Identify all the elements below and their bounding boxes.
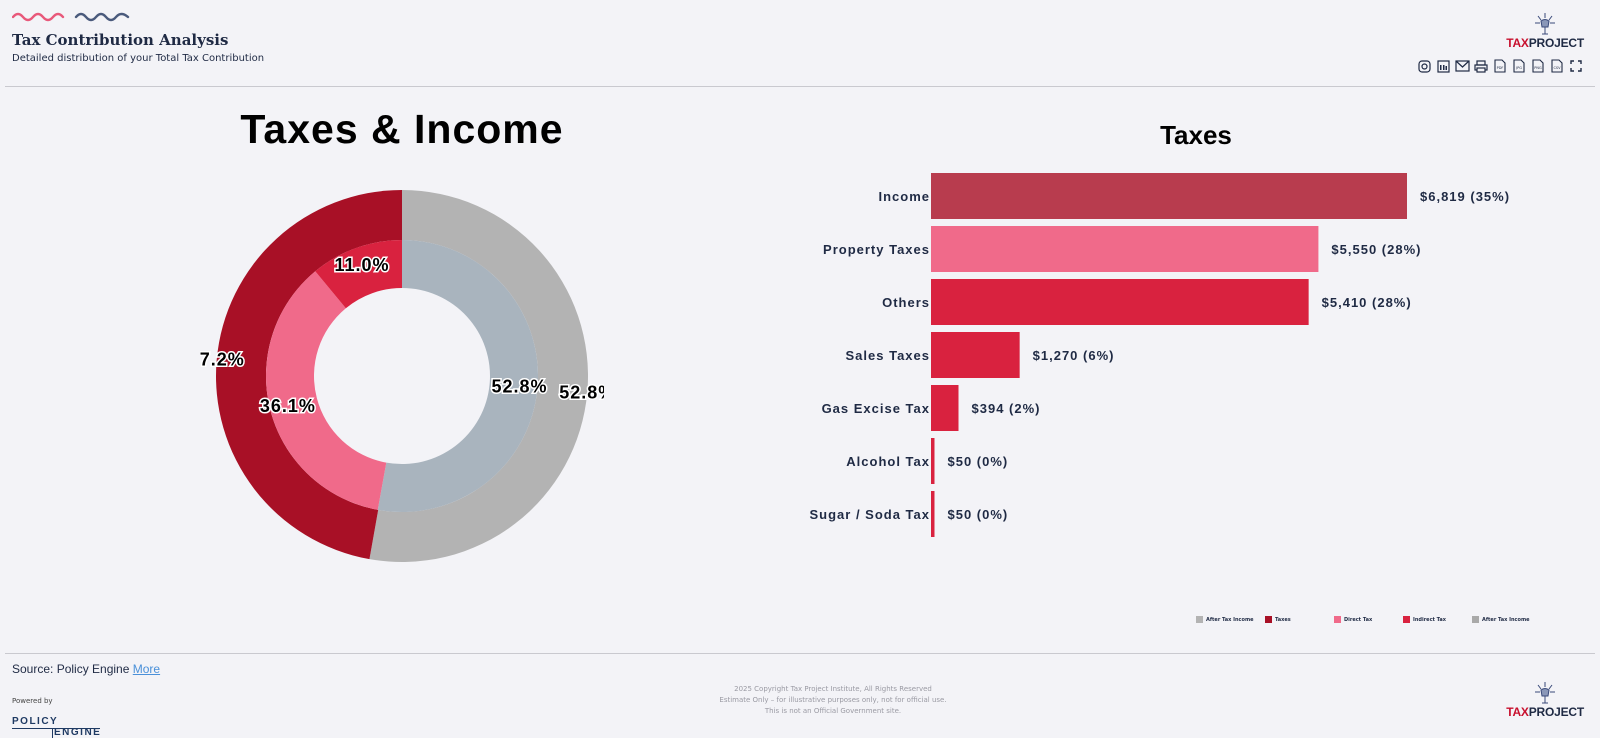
- csv-icon[interactable]: CSV: [1549, 58, 1565, 74]
- legend-swatch: [1196, 616, 1203, 623]
- jpeg-icon[interactable]: JPG: [1511, 58, 1527, 74]
- bar-others[interactable]: [931, 279, 1309, 325]
- header-divider: [5, 86, 1595, 87]
- bar-category-label-alcohol-tax: Alcohol Tax: [846, 454, 930, 469]
- legend-label: Indirect Tax: [1413, 616, 1447, 623]
- legend-item-indirect-tax[interactable]: Indirect Tax: [1403, 616, 1472, 623]
- legend-label: Taxes: [1275, 616, 1291, 623]
- svg-text:PDF: PDF: [1497, 66, 1504, 70]
- bar-value-label-others: $5,410 (28%): [1322, 295, 1412, 310]
- legend-item-direct-tax[interactable]: Direct Tax: [1334, 616, 1403, 623]
- donut-label-outer-taxes: 47.2%: [200, 350, 245, 370]
- bar-category-label-gas-excise-tax: Gas Excise Tax: [822, 401, 930, 416]
- policy-engine-logo[interactable]: POLICY ENGINE: [12, 716, 102, 738]
- bar-income[interactable]: [931, 173, 1407, 219]
- donut-slice-inner-direct-tax[interactable]: [266, 271, 387, 510]
- tax-project-logo[interactable]: TAXPROJECT: [1506, 12, 1584, 50]
- copyright-line: 2025 Copyright Tax Project Institute, Al…: [734, 685, 932, 693]
- bar-value-label-gas-excise-tax: $394 (2%): [972, 401, 1041, 416]
- legend-item-taxes[interactable]: Taxes: [1265, 616, 1334, 623]
- bar-sales-taxes[interactable]: [931, 332, 1020, 378]
- legend-swatch: [1403, 616, 1410, 623]
- donut-label-inner-direct-tax: 36.1%: [260, 396, 316, 416]
- png-icon[interactable]: PNG: [1530, 58, 1546, 74]
- bar-value-label-sales-taxes: $1,270 (6%): [1033, 348, 1115, 363]
- bar-value-label-alcohol-tax: $50 (0%): [947, 454, 1008, 469]
- bar-sugar-soda-tax[interactable]: [931, 491, 935, 537]
- legend-swatch: [1334, 616, 1341, 623]
- logo-wordmark: TAXPROJECT: [1506, 705, 1584, 719]
- logo-wordmark: TAXPROJECT: [1506, 36, 1584, 50]
- footer-divider: [5, 653, 1595, 654]
- legend-label: After Tax Income: [1206, 616, 1254, 623]
- legend: After Tax Income Taxes Direct Tax Indirect …: [1196, 616, 1541, 623]
- bar-chart-title: Taxes: [1160, 120, 1232, 150]
- bar-category-label-property-taxes: Property Taxes: [823, 242, 930, 257]
- bar-chart: Income $6,819 (35%) Property Taxes $5,550 (…: [809, 173, 1510, 537]
- powered-by-label: Powered by: [12, 697, 53, 705]
- torch-icon: [1535, 682, 1556, 704]
- torch-icon: [1535, 13, 1556, 35]
- bar-property-taxes[interactable]: [931, 226, 1319, 272]
- legend-swatch: [1265, 616, 1272, 623]
- source-line: Source: Policy Engine More: [12, 662, 160, 676]
- legend-item-after-tax-income[interactable]: After Tax Income: [1196, 616, 1265, 623]
- bar-value-label-sugar-soda-tax: $50 (0%): [947, 507, 1008, 522]
- page-title: Tax Contribution Analysis: [12, 31, 229, 49]
- donut-slice-inner-indirect-tax[interactable]: [315, 240, 402, 309]
- not-official-line: This is not an Official Government site.: [764, 707, 902, 715]
- svg-text:JPG: JPG: [1515, 66, 1522, 70]
- mail-icon[interactable]: [1454, 58, 1470, 74]
- disclaimer-line: Estimate Only – for illustrative purpose…: [719, 696, 947, 704]
- header: Tax Contribution Analysis Detailed distr…: [0, 0, 1600, 86]
- donut-slice-outer-taxes[interactable]: [216, 190, 402, 560]
- copyright: 2025 Copyright Tax Project Institute, Al…: [600, 684, 1066, 717]
- tax-project-logo-footer[interactable]: TAXPROJECT: [1506, 681, 1584, 719]
- instagram-icon[interactable]: [1416, 58, 1432, 74]
- source-text: Source: Policy Engine: [12, 662, 130, 676]
- bar-value-label-income: $6,819 (35%): [1420, 189, 1510, 204]
- more-link[interactable]: More: [132, 662, 161, 676]
- bar-category-label-sales-taxes: Sales Taxes: [846, 348, 930, 363]
- bar-value-label-property-taxes: $5,550 (28%): [1331, 242, 1421, 257]
- fullscreen-icon[interactable]: [1568, 58, 1584, 74]
- page-subtitle: Detailed distribution of your Total Tax …: [12, 53, 265, 64]
- bar-alcohol-tax[interactable]: [931, 438, 935, 484]
- print-icon[interactable]: [1473, 58, 1489, 74]
- linkedin-icon[interactable]: [1435, 58, 1451, 74]
- toolbar: PDF JPG PNG CSV: [1416, 58, 1584, 74]
- svg-text:CSV: CSV: [1553, 66, 1561, 70]
- donut-label-outer-after-tax-income: 52.8%: [559, 382, 604, 402]
- bar-category-label-sugar-soda-tax: Sugar / Soda Tax: [809, 507, 930, 522]
- donut-slice-outer-after-tax-income[interactable]: [369, 190, 589, 562]
- svg-text:PNG: PNG: [1534, 66, 1542, 70]
- legend-label: Direct Tax: [1344, 616, 1373, 623]
- bar-category-label-others: Others: [882, 295, 930, 310]
- donut-label-inner-after-tax-income: 52.8%: [492, 377, 548, 397]
- legend-swatch: [1472, 616, 1479, 623]
- bar-category-label-income: Income: [878, 189, 930, 204]
- pdf-icon[interactable]: PDF: [1492, 58, 1508, 74]
- wave-decoration-icon: [12, 12, 130, 22]
- legend-item-after-tax-income[interactable]: After Tax Income: [1472, 616, 1541, 623]
- donut-chart-title: Taxes & Income: [240, 106, 564, 152]
- legend-label: After Tax Income: [1482, 616, 1530, 623]
- donut-label-inner-indirect-tax: 11.0%: [334, 255, 389, 275]
- bar-gas-excise-tax[interactable]: [931, 385, 959, 431]
- donut-chart: 52.8% 47.2% 52.8% 36.1% 11.0%: [200, 190, 604, 562]
- donut-slice-inner-after-tax-income[interactable]: [377, 240, 538, 512]
